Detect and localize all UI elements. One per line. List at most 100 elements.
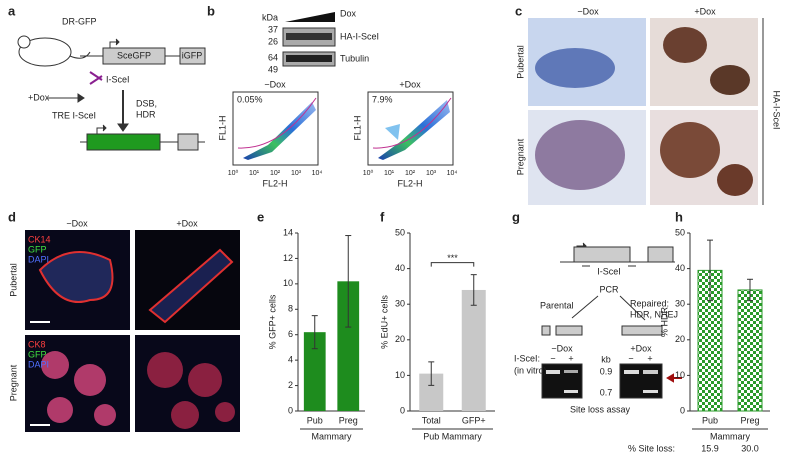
label: Pubertal bbox=[515, 45, 525, 79]
y-tick-label: 0 bbox=[680, 405, 685, 415]
x-tick-label: Pub bbox=[702, 415, 718, 425]
y-tick-label: 20 bbox=[395, 334, 405, 344]
label: 10⁴ bbox=[447, 170, 458, 177]
label: FL2-H bbox=[262, 178, 287, 188]
label: c bbox=[515, 3, 522, 18]
label: FL2-H bbox=[397, 178, 422, 188]
label: SceGFP bbox=[117, 50, 151, 60]
y-tick-label: 50 bbox=[395, 227, 405, 237]
bar bbox=[337, 281, 360, 411]
label: 0.9 bbox=[600, 366, 613, 376]
label: I-SceI bbox=[597, 266, 621, 276]
y-tick-label: 40 bbox=[395, 263, 405, 273]
label: g bbox=[512, 209, 520, 224]
y-tick-label: 20 bbox=[675, 334, 685, 344]
label: 10³ bbox=[291, 170, 302, 177]
label: 0.7 bbox=[600, 387, 613, 397]
y-axis-title: % EdU+ cells bbox=[379, 295, 389, 349]
y-tick-label: 40 bbox=[675, 263, 685, 273]
y-axis-title: % GFP+ cells bbox=[267, 294, 277, 349]
label: HA-I-SceI bbox=[772, 90, 782, 129]
panel-d-images bbox=[25, 230, 240, 432]
label: −Dox bbox=[264, 79, 286, 89]
panel-b-drawing bbox=[232, 12, 454, 166]
label: Parental bbox=[540, 300, 574, 310]
label: CK14 bbox=[28, 234, 51, 244]
label: kDa bbox=[262, 12, 278, 22]
y-tick-label: 10 bbox=[675, 370, 685, 380]
label: iGFP bbox=[182, 50, 203, 60]
label: PCR bbox=[599, 284, 619, 294]
label: 37 bbox=[268, 24, 278, 34]
label: Site loss assay bbox=[570, 404, 631, 414]
label: 7.9% bbox=[372, 94, 393, 104]
label: kb bbox=[601, 354, 611, 364]
y-tick-label: 0 bbox=[288, 405, 293, 415]
label: FL1-H bbox=[217, 115, 227, 140]
x-tick-label: Total bbox=[422, 415, 441, 425]
label: + bbox=[647, 353, 652, 363]
y-tick-label: 10 bbox=[283, 278, 293, 288]
y-tick-label: 8 bbox=[288, 304, 293, 314]
label: − bbox=[628, 353, 633, 363]
bar bbox=[737, 289, 763, 412]
label: Tubulin bbox=[340, 53, 369, 63]
label: d bbox=[8, 209, 16, 224]
label: +Dox bbox=[630, 343, 652, 353]
y-tick-label: 14 bbox=[283, 227, 293, 237]
label: h bbox=[675, 209, 683, 224]
panel-c-images bbox=[528, 18, 764, 205]
label: 10⁰ bbox=[228, 169, 239, 177]
x-tick-label: Pub bbox=[307, 415, 323, 425]
label: Repaired: bbox=[630, 298, 669, 308]
label: +Dox bbox=[694, 6, 716, 16]
y-tick-label: 0 bbox=[400, 405, 405, 415]
label: GFP bbox=[28, 244, 47, 254]
label: FL1-H bbox=[352, 115, 362, 140]
label: GFP bbox=[28, 349, 47, 359]
y-tick-label: 30 bbox=[395, 299, 405, 309]
bar bbox=[303, 332, 326, 411]
label: Dox bbox=[340, 8, 357, 18]
label: +Dox bbox=[28, 92, 50, 102]
label: I-SceI bbox=[106, 74, 130, 84]
label: −Dox bbox=[66, 218, 88, 228]
label: 10² bbox=[270, 170, 281, 177]
label: DAPI bbox=[28, 254, 49, 264]
label: Pubertal bbox=[8, 263, 18, 297]
x-tick-label: GFP+ bbox=[462, 415, 486, 425]
annotation: *** bbox=[447, 253, 458, 263]
y-tick-label: 12 bbox=[283, 253, 293, 263]
group-label: Mammary bbox=[710, 431, 750, 441]
label: HDR, NHEJ bbox=[630, 309, 678, 319]
label: Pregnant bbox=[515, 138, 525, 175]
label: a bbox=[8, 3, 16, 18]
y-tick-label: 10 bbox=[395, 370, 405, 380]
label: 10¹ bbox=[384, 170, 395, 177]
label: 0.05% bbox=[237, 94, 263, 104]
site-loss-value: 30.0 bbox=[741, 443, 759, 453]
label: 64 bbox=[268, 52, 278, 62]
panel-a-drawing bbox=[17, 35, 206, 151]
site-loss-label: % Site loss: bbox=[628, 443, 675, 453]
y-tick-label: 30 bbox=[675, 299, 685, 309]
label: DAPI bbox=[28, 359, 49, 369]
x-tick-label: Preg bbox=[339, 415, 358, 425]
label: +Dox bbox=[399, 79, 421, 89]
label: DSB, bbox=[136, 98, 157, 108]
label: DR-GFP bbox=[62, 16, 97, 26]
label: −Dox bbox=[551, 343, 573, 353]
label: (in vitro) bbox=[514, 365, 547, 375]
label: b bbox=[207, 3, 215, 18]
group-label: Mammary bbox=[312, 431, 352, 441]
label: +Dox bbox=[176, 218, 198, 228]
label: I-SceI: bbox=[514, 353, 540, 363]
x-tick-label: Preg bbox=[740, 415, 759, 425]
label: 10⁰ bbox=[363, 169, 374, 177]
label: HDR bbox=[136, 109, 156, 119]
label: 49 bbox=[268, 64, 278, 74]
label: f bbox=[380, 209, 385, 224]
label: e bbox=[257, 209, 264, 224]
label: CK8 bbox=[28, 339, 46, 349]
